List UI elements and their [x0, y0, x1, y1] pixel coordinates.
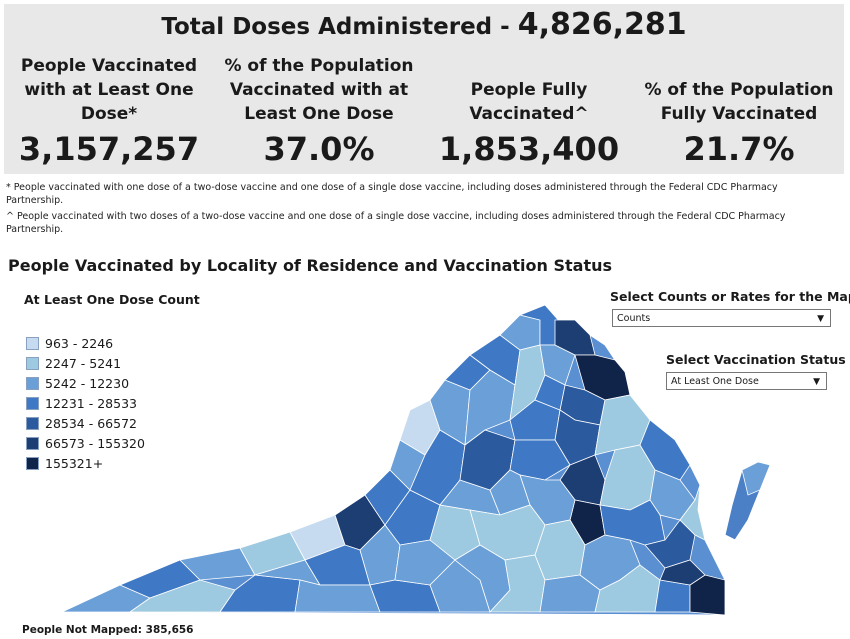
- legend-swatch: [26, 356, 39, 370]
- legend-swatch: [26, 456, 39, 470]
- stat-label: People Vaccinated with at Least One Dose…: [20, 56, 198, 124]
- locality-region: [294, 579, 381, 613]
- footnote-fully: ^ People vaccinated with two doses of a …: [6, 211, 786, 235]
- stat-value: 21.7%: [683, 130, 795, 168]
- stat-percent-one-dose: % of the Population Vaccinated with at L…: [214, 54, 424, 170]
- people-not-mapped: People Not Mapped: 385,656: [22, 624, 194, 636]
- map-title: People Vaccinated by Locality of Residen…: [8, 256, 613, 275]
- total-doses-heading: Total Doses Administered - 4,826,281: [4, 8, 844, 44]
- legend-title: At Least One Dose Count: [24, 292, 200, 307]
- legend-item[interactable]: 963 - 2246: [26, 333, 145, 353]
- locality-region: [659, 559, 706, 586]
- stat-percent-fully: % of the Population Fully Vaccinated 21.…: [634, 78, 844, 170]
- chevron-down-icon: ▼: [813, 377, 820, 387]
- legend-swatch: [26, 336, 39, 350]
- stat-label: % of the Population Vaccinated with at L…: [224, 56, 414, 124]
- footnote-one-dose: * People vaccinated with one dose of a t…: [6, 182, 778, 206]
- total-doses-value: 4,826,281: [517, 7, 687, 42]
- stat-value: 3,157,257: [18, 130, 200, 168]
- legend-swatch: [26, 436, 39, 450]
- counts-rates-label: Select Counts or Rates for the Map: [610, 289, 850, 304]
- stat-people-fully: People Fully Vaccinated^ 1,853,400: [424, 78, 634, 170]
- vaccination-status-label: Select Vaccination Status: [666, 352, 846, 367]
- legend-swatch: [26, 416, 39, 430]
- stat-label: % of the Population Fully Vaccinated: [644, 80, 834, 124]
- legend-item[interactable]: 2247 - 5241: [26, 353, 145, 373]
- footnotes: * People vaccinated with one dose of a t…: [6, 181, 836, 239]
- legend-swatch: [26, 396, 39, 410]
- stat-people-one-dose: People Vaccinated with at Least One Dose…: [4, 54, 214, 170]
- legend-item[interactable]: 66573 - 155320: [26, 433, 145, 453]
- legend-item[interactable]: 155321+: [26, 453, 145, 473]
- vaccination-status-select[interactable]: At Least One Dose ▼: [666, 372, 827, 390]
- locality-region: [539, 344, 576, 386]
- stat-value: 1,853,400: [438, 130, 620, 168]
- locality-region: [654, 579, 691, 613]
- vaccination-status-value: At Least One Dose: [671, 376, 759, 387]
- counts-rates-select[interactable]: Counts ▼: [612, 309, 831, 327]
- chevron-down-icon: ▼: [817, 314, 824, 324]
- map-legend: 963 - 2246 2247 - 5241 5242 - 12230 1223…: [26, 333, 145, 473]
- total-doses-label: Total Doses Administered -: [161, 14, 518, 40]
- virginia-locality-map[interactable]: [50, 300, 790, 625]
- legend-item[interactable]: 5242 - 12230: [26, 373, 145, 393]
- locality-region: [679, 484, 706, 541]
- legend-item[interactable]: 28534 - 66572: [26, 413, 145, 433]
- locality-region: [741, 461, 771, 496]
- counts-rates-value: Counts: [617, 313, 651, 324]
- legend-item[interactable]: 12231 - 28533: [26, 393, 145, 413]
- stat-value: 37.0%: [263, 130, 375, 168]
- stat-label: People Fully Vaccinated^: [469, 80, 589, 124]
- summary-panel: Total Doses Administered - 4,826,281 Peo…: [4, 4, 844, 174]
- legend-swatch: [26, 376, 39, 390]
